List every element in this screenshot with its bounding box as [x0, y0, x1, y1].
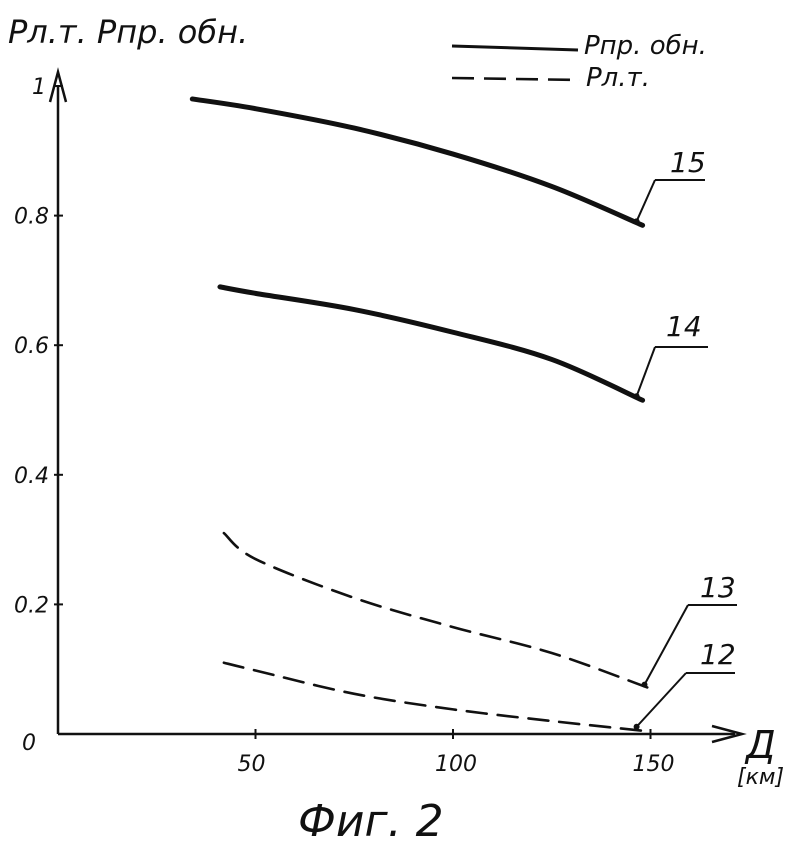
leader-arrowhead-13: [642, 682, 648, 688]
leader-arrowhead-12: [634, 724, 640, 730]
leader-line-13: [645, 605, 689, 685]
x-tick-label: 50: [238, 752, 266, 777]
curve-group: [192, 99, 650, 731]
tick-group: 00.20.40.60.8150100150: [14, 75, 675, 777]
leader-line-14: [637, 347, 655, 396]
legend: Pпр. обн. Pл.т.: [452, 31, 707, 93]
legend-label-0: Pпр. обн.: [584, 31, 707, 61]
curve-label-15: 15: [670, 146, 706, 179]
y-tick-label: 0.2: [14, 593, 49, 618]
figure-caption: Фиг. 2: [298, 796, 444, 847]
curve-13: [224, 533, 651, 689]
y-tick-label: 0: [22, 731, 36, 756]
x-tick-label: 150: [633, 752, 675, 777]
leader-arrowhead-15: [634, 218, 640, 224]
legend-dashed-sample: [452, 78, 580, 80]
y-tick-label: 1: [32, 75, 46, 100]
y-tick-label: 0.6: [14, 334, 49, 359]
leader-line-15: [637, 180, 655, 221]
chart: Pл.т. Pпр. обн. Д [км] 00.20.40.60.81501…: [0, 0, 800, 853]
legend-solid-sample: [452, 46, 578, 50]
curve-14: [220, 287, 643, 400]
curve-15: [192, 99, 642, 225]
curve-label-14: 14: [666, 310, 702, 343]
y-tick-label: 0.4: [14, 464, 49, 489]
x-axis-unit: [км]: [737, 765, 784, 790]
y-axis-label: Pл.т. Pпр. обн.: [8, 13, 248, 51]
leader-line-12: [637, 673, 686, 727]
curve-label-13: 13: [700, 571, 736, 604]
x-tick-label: 100: [435, 752, 477, 777]
leader-arrowhead-14: [634, 393, 640, 399]
legend-label-1: Pл.т.: [586, 63, 650, 93]
leader-group: 15 14 13 12: [634, 146, 737, 730]
curve-12: [224, 663, 643, 731]
x-axis-label: Д: [744, 723, 776, 767]
y-tick-label: 0.8: [14, 205, 49, 230]
curve-label-12: 12: [700, 638, 736, 671]
